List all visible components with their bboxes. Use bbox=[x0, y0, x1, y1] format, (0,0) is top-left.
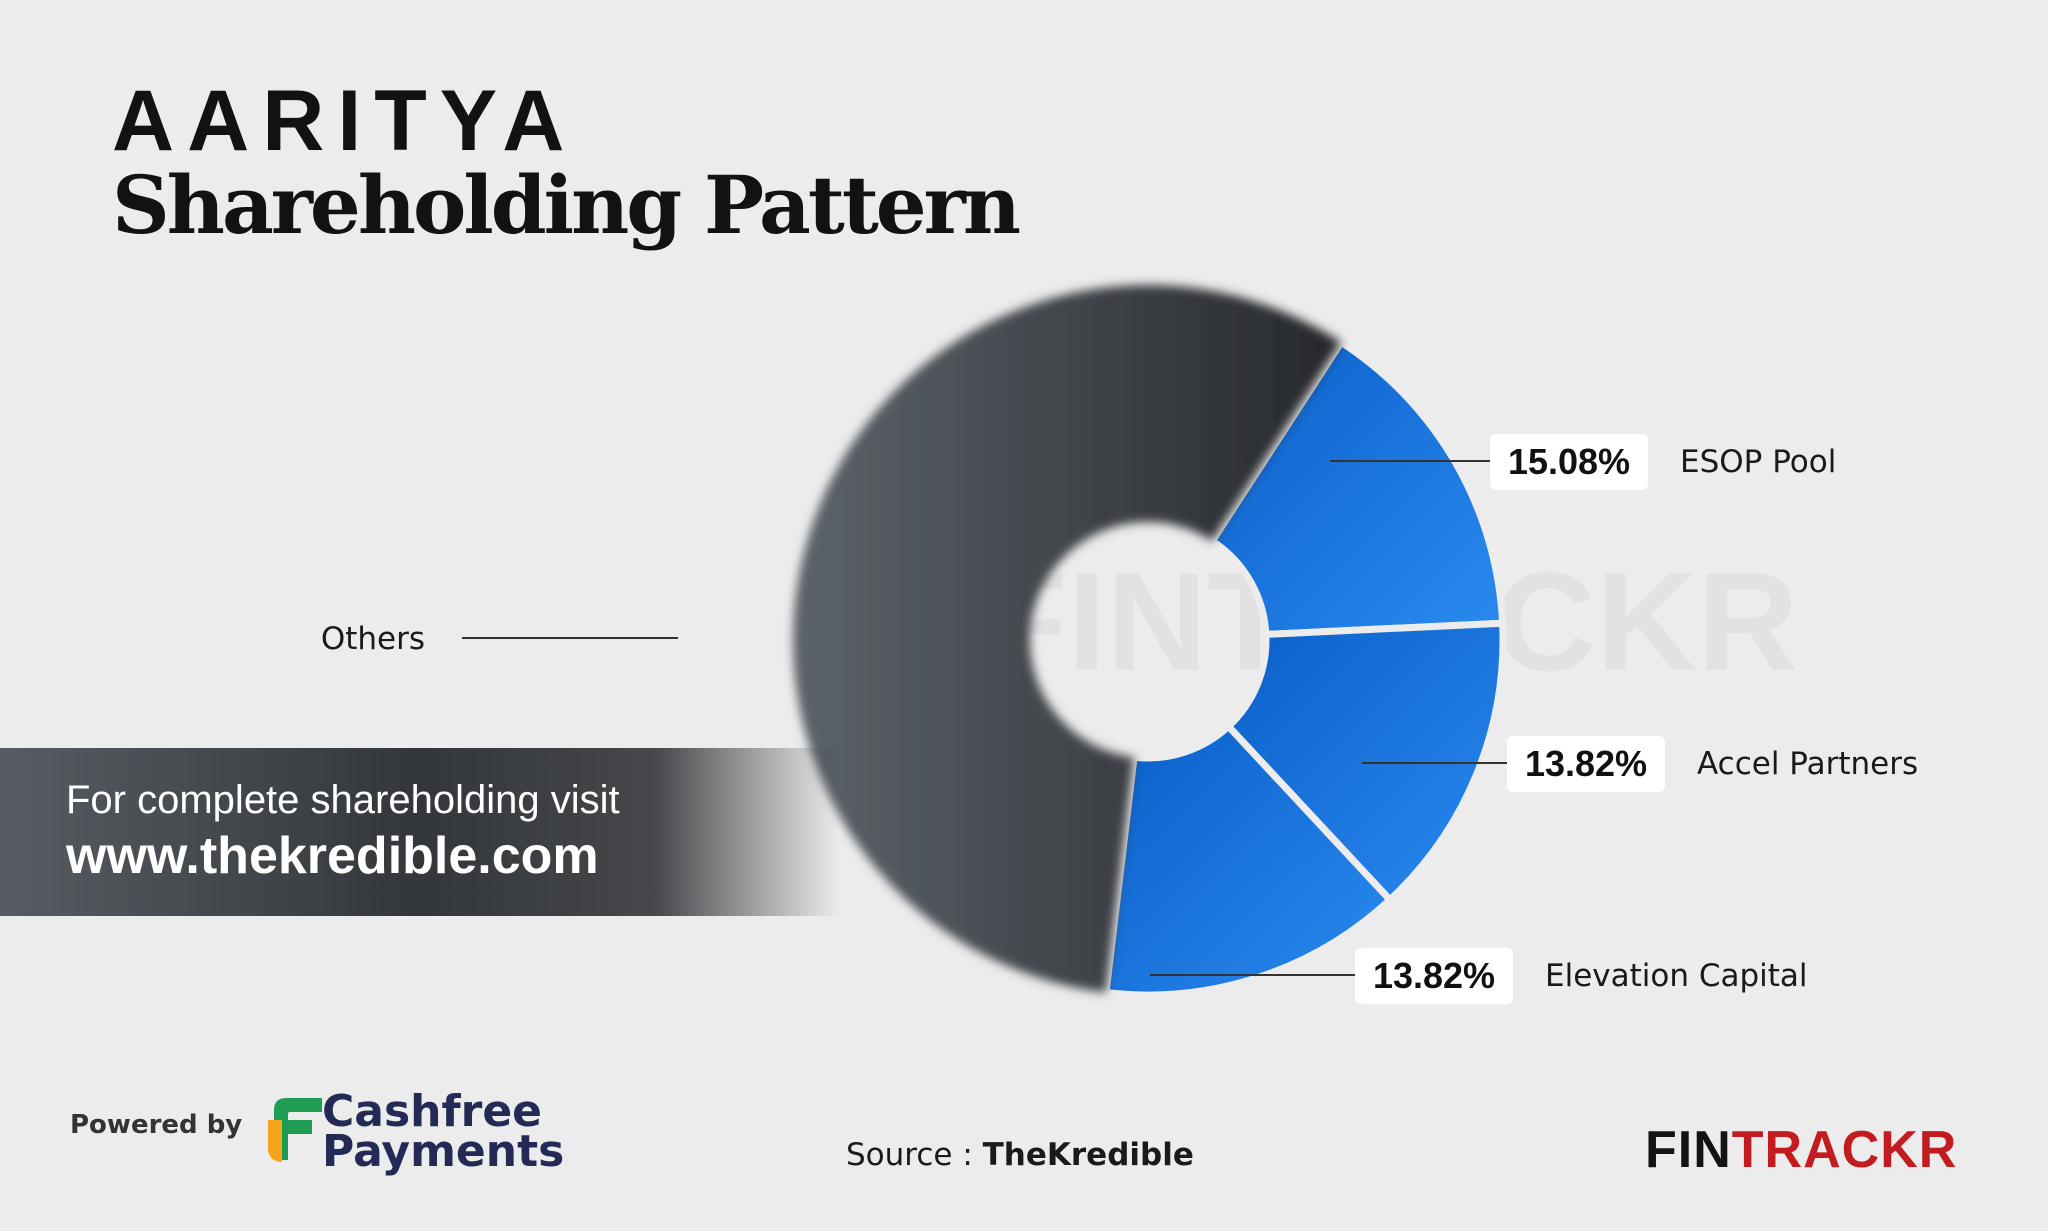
chart-title: Shareholding Pattern bbox=[112, 158, 1021, 252]
category-label-elevation-capital: Elevation Capital bbox=[1545, 958, 1808, 994]
category-label-accel-partners: Accel Partners bbox=[1697, 746, 1918, 782]
visit-banner bbox=[0, 748, 840, 916]
value-label-accel-partners: 13.82% bbox=[1525, 743, 1647, 784]
value-box-accel-partners bbox=[1507, 736, 1665, 792]
slice-elevation-capital bbox=[1102, 721, 1395, 999]
powered-by-label: Powered by bbox=[70, 1110, 243, 1140]
category-label-esop-pool: ESOP Pool bbox=[1680, 444, 1836, 480]
value-label-elevation-capital: 13.82% bbox=[1373, 955, 1495, 996]
source-prefix: Source : bbox=[846, 1137, 983, 1173]
fintrackr-logo: FINTRACKR bbox=[1645, 1124, 1957, 1176]
company-name: AARITYA bbox=[112, 73, 578, 169]
value-box-esop-pool bbox=[1490, 434, 1648, 490]
logo-part-trackr: TRACKR bbox=[1731, 1121, 1958, 1179]
cashfree-logo-icon bbox=[268, 1098, 322, 1162]
value-label-esop-pool: 15.08% bbox=[1508, 441, 1630, 482]
logo-part-fin: FIN bbox=[1645, 1121, 1732, 1179]
slice-esop-pool bbox=[1207, 337, 1507, 639]
value-box-elevation-capital bbox=[1355, 948, 1513, 1004]
slice-accel-partners bbox=[1223, 619, 1507, 905]
category-label-others: Others bbox=[321, 621, 425, 657]
slice-others bbox=[792, 284, 1342, 993]
sponsor-name-line1: Cashfree bbox=[322, 1086, 543, 1137]
visit-banner-text: For complete shareholding visit bbox=[66, 778, 620, 822]
source-credit: Source : TheKredible bbox=[846, 1137, 1194, 1173]
sponsor-name-line2: Payments bbox=[322, 1126, 565, 1177]
source-name: TheKredible bbox=[982, 1137, 1194, 1173]
visit-banner-url[interactable]: www.thekredible.com bbox=[66, 827, 599, 885]
